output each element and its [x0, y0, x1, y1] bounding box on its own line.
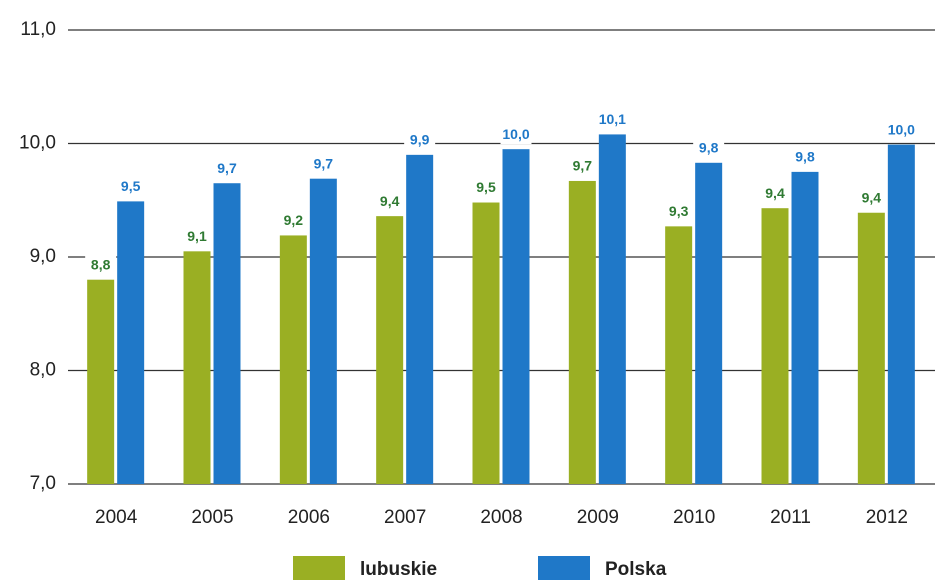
bar	[213, 183, 241, 484]
value-label-bg	[855, 187, 887, 208]
legend-label: Polska	[605, 559, 667, 580]
bar	[87, 279, 115, 484]
value-label: 9,4	[862, 189, 882, 205]
y-tick-label: 11,0	[20, 19, 56, 40]
bar	[183, 251, 211, 484]
value-label-bg	[789, 146, 821, 167]
value-label: 10,0	[502, 126, 529, 142]
value-label: 10,1	[599, 111, 626, 127]
x-tick-label: 2008	[480, 507, 522, 528]
bar	[502, 149, 530, 485]
value-label-bg	[307, 153, 339, 174]
value-label-bg	[277, 210, 309, 231]
value-label: 9,4	[765, 185, 785, 201]
value-label: 9,7	[217, 160, 237, 176]
value-label-bg	[759, 183, 791, 204]
bar	[791, 171, 819, 484]
value-label-bg	[885, 119, 917, 140]
value-label: 9,3	[669, 203, 689, 219]
value-label: 8,8	[91, 256, 111, 272]
legend-label: lubuskie	[360, 559, 437, 580]
value-label: 9,1	[187, 228, 207, 244]
value-label-bg	[85, 254, 117, 275]
value-label: 9,5	[121, 178, 141, 194]
value-label: 9,4	[380, 193, 400, 209]
bar	[309, 178, 337, 484]
x-tick-label: 2010	[673, 507, 715, 528]
x-tick-label: 2004	[95, 507, 138, 528]
bar	[887, 144, 915, 484]
x-tick-label: 2005	[191, 507, 233, 528]
value-label: 10,0	[888, 121, 915, 137]
value-label-bg	[404, 129, 436, 150]
x-tick-label: 2012	[866, 507, 908, 528]
bar	[406, 154, 434, 484]
value-label-bg	[566, 155, 598, 176]
value-label-bg	[500, 124, 532, 145]
bar	[376, 216, 404, 484]
value-label-bg	[663, 201, 695, 222]
bar	[761, 208, 789, 484]
value-label-bg	[115, 176, 147, 197]
value-label-bg	[374, 191, 406, 212]
value-label: 9,7	[314, 155, 334, 171]
bar	[117, 201, 145, 484]
y-tick-label: 7,0	[30, 473, 56, 494]
value-label-bg	[470, 177, 502, 198]
value-label-bg	[181, 226, 213, 247]
y-tick-label: 8,0	[30, 360, 56, 381]
legend-swatch	[293, 556, 345, 580]
bar	[695, 162, 723, 485]
bar	[472, 202, 500, 484]
y-tick-label: 9,0	[30, 246, 56, 267]
bar	[857, 212, 885, 485]
bar	[598, 134, 626, 485]
y-tick-label: 10,0	[19, 133, 56, 154]
bar	[568, 180, 596, 484]
bar	[665, 226, 693, 485]
value-label-bg	[211, 158, 243, 179]
value-label: 9,8	[795, 149, 815, 165]
value-label: 9,9	[410, 132, 430, 148]
x-tick-label: 2009	[577, 507, 619, 528]
bar	[279, 235, 307, 484]
value-label: 9,5	[476, 179, 496, 195]
value-label-bg	[693, 137, 725, 158]
x-tick-label: 2006	[288, 507, 330, 528]
value-label: 9,2	[284, 212, 304, 228]
value-label: 9,7	[573, 158, 593, 174]
legend-swatch	[538, 556, 590, 580]
value-label: 9,8	[699, 139, 719, 155]
x-tick-label: 2007	[384, 507, 426, 528]
value-label-bg	[596, 109, 628, 130]
x-tick-label: 2011	[770, 507, 811, 528]
